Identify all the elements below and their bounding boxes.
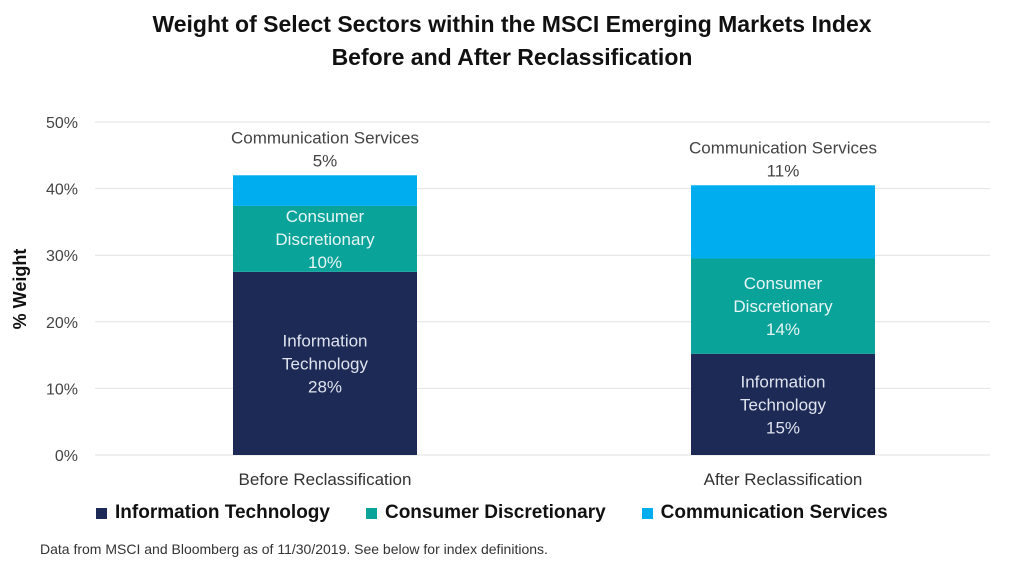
y-axis-title: % Weight [10,249,30,330]
y-tick-label: 40% [46,182,78,199]
data-label: 10% [308,253,342,272]
chart-title-line-1: Weight of Select Sectors within the MSCI… [152,11,872,37]
y-tick-label: 20% [46,315,78,332]
data-label: 28% [308,377,342,396]
data-label: Communication Services [689,138,877,157]
chart-title-line-2: Before and After Reclassification [331,44,693,70]
data-label: 14% [766,320,800,339]
legend-label: Communication Services [660,502,888,523]
data-label: Discretionary [275,230,375,249]
legend-label: Information Technology [115,502,330,523]
data-label: Consumer [286,207,365,226]
bar-segment [233,271,417,455]
legend-swatch [641,507,653,519]
data-label: 15% [766,418,800,437]
source-footnote: Data from MSCI and Bloomberg as of 11/30… [40,541,548,557]
data-label: Technology [740,395,827,414]
chart-legend: Information Technology Consumer Discretio… [96,500,924,526]
legend-label: Consumer Discretionary [384,502,606,523]
data-label: Consumer [744,274,823,293]
data-label: Discretionary [733,297,833,316]
legend-item: Information Technology [96,502,330,524]
data-label: 11% [767,161,800,180]
x-tick-label: After Reclassification [704,470,863,489]
legend-item: Consumer Discretionary [365,502,606,524]
data-label: 5% [313,151,338,170]
data-label: Information [282,331,367,350]
data-label: Technology [282,354,369,373]
bar-segment [233,175,417,206]
x-tick-label: Before Reclassification [239,470,412,489]
data-label: Information [740,372,825,391]
bar-segment [691,258,875,354]
bar-segment [691,353,875,455]
data-label: Communication Services [231,128,419,147]
legend-item: Communication Services [641,502,888,524]
bar-segment [691,185,875,259]
y-tick-label: 50% [46,115,78,132]
legend-swatch [365,507,377,519]
y-tick-label: 0% [55,448,78,465]
bar-segment [233,205,417,272]
legend-swatch [96,507,107,519]
y-tick-label: 30% [46,248,78,265]
y-tick-label: 10% [46,381,78,398]
